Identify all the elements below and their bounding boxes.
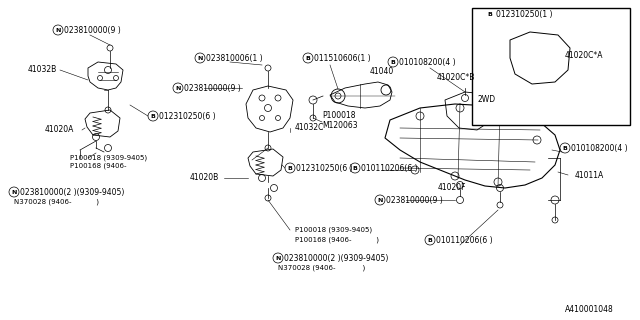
Text: B: B	[353, 165, 357, 171]
Text: 41032C: 41032C	[295, 124, 324, 132]
Text: 023810000(2 )(9309-9405): 023810000(2 )(9309-9405)	[284, 253, 388, 262]
Text: 012310250(1 ): 012310250(1 )	[496, 10, 552, 19]
Text: 023810000(9 ): 023810000(9 )	[64, 26, 121, 35]
Text: 010108200(4 ): 010108200(4 )	[571, 143, 628, 153]
Text: 2WD: 2WD	[477, 95, 495, 105]
Text: B: B	[150, 114, 156, 118]
Text: N: N	[197, 55, 203, 60]
Text: P100018 (9309-9405): P100018 (9309-9405)	[70, 155, 147, 161]
Text: 012310250(6 ): 012310250(6 )	[159, 111, 216, 121]
Text: B: B	[305, 55, 310, 60]
Text: 41020C*A: 41020C*A	[565, 51, 604, 60]
Text: 41032B: 41032B	[28, 66, 57, 75]
Text: 023810000(2 )(9309-9405): 023810000(2 )(9309-9405)	[20, 188, 124, 196]
Text: B: B	[287, 165, 292, 171]
Text: 023810000(9 ): 023810000(9 )	[184, 84, 241, 92]
Text: B: B	[563, 146, 568, 150]
Text: N: N	[55, 28, 61, 33]
Text: N: N	[378, 197, 383, 203]
Text: B: B	[428, 237, 433, 243]
Text: A410001048: A410001048	[565, 306, 614, 315]
Text: 41020C*B: 41020C*B	[437, 74, 476, 83]
Text: 010110206(6 ): 010110206(6 )	[436, 236, 493, 244]
Text: 023810006(1 ): 023810006(1 )	[206, 53, 262, 62]
Text: 41020F: 41020F	[438, 183, 467, 193]
Text: M120063: M120063	[322, 121, 358, 130]
Text: B: B	[488, 12, 492, 17]
Text: 010108200(4 ): 010108200(4 )	[399, 58, 456, 67]
Text: 012310250(6 ): 012310250(6 )	[296, 164, 353, 172]
Text: N: N	[175, 85, 180, 91]
Text: P100018 (9309-9405): P100018 (9309-9405)	[295, 227, 372, 233]
Text: 41040: 41040	[370, 68, 394, 76]
Text: P100168 (9406-: P100168 (9406-	[70, 163, 127, 169]
Text: 010110206(6 ): 010110206(6 )	[361, 164, 418, 172]
Text: B: B	[390, 60, 396, 65]
Text: P100168 (9406-           ): P100168 (9406- )	[295, 237, 379, 243]
Text: 011510606(1 ): 011510606(1 )	[314, 53, 371, 62]
Text: N370028 (9406-           ): N370028 (9406- )	[14, 199, 99, 205]
Text: 023810000(9 ): 023810000(9 )	[386, 196, 443, 204]
Text: P100018: P100018	[322, 110, 355, 119]
Text: N: N	[275, 255, 281, 260]
Text: 41011A: 41011A	[575, 171, 604, 180]
Bar	[472, 8, 630, 125]
Text: 41020A: 41020A	[45, 125, 74, 134]
Text: 41020B: 41020B	[190, 173, 220, 182]
Text: N: N	[12, 189, 17, 195]
Text: N370028 (9406-            ): N370028 (9406- )	[278, 265, 365, 271]
